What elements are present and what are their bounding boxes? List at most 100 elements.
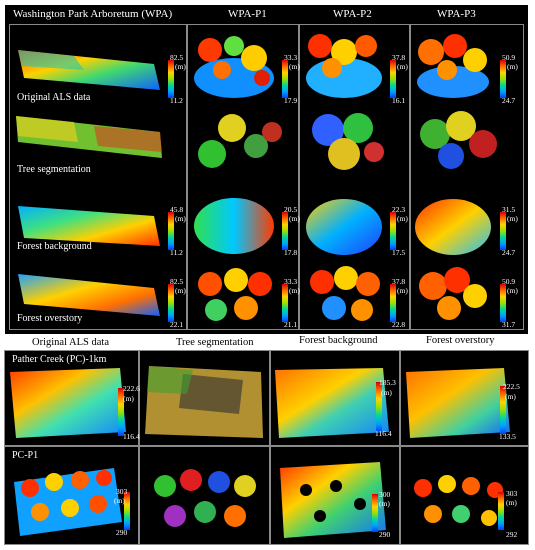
colorbar-max: 37.8	[392, 277, 405, 286]
colorbar-max: 303	[506, 489, 517, 498]
colorbar-min: 11.2	[170, 96, 183, 105]
p3-colorbar	[500, 60, 506, 98]
colorbar-min: 290	[379, 530, 390, 539]
p2-colorbar	[390, 60, 396, 98]
wpa-row-label-background: Forest background	[17, 241, 92, 252]
p3-colorbar	[500, 212, 506, 250]
wpa-row-label-original: Original ALS data	[17, 92, 90, 103]
p1-colorbar	[282, 60, 288, 98]
colorbar-min: 116.4	[375, 429, 392, 438]
colorbar-max: 303	[116, 487, 127, 496]
colorbar-min: 17.8	[284, 248, 297, 257]
pc-header-segmentation: Tree segmentation	[176, 337, 253, 348]
colorbar-unit: (m)	[175, 214, 186, 223]
pc-overstory-terrain	[404, 366, 514, 442]
wpa-p3-segmentation	[413, 108, 503, 174]
wpa-header-p2: WPA-P2	[333, 8, 372, 20]
colorbar-min: 17.9	[284, 96, 297, 105]
wpa-p1-background	[192, 194, 278, 258]
pc-header-overstory: Forest overstory	[426, 335, 495, 346]
wpa-segmentation-terrain	[14, 112, 164, 162]
colorbar-min: 292	[506, 530, 517, 539]
colorbar-max: 185.3	[379, 378, 396, 387]
pc-row-label-1km: Pather Creek (PC)-1km	[12, 354, 106, 365]
wpa-colorbar	[168, 212, 174, 250]
colorbar-unit: (m)	[289, 214, 300, 223]
wpa-p2-als	[304, 32, 384, 100]
wpa-col-divider-3	[409, 24, 411, 330]
pc-header-original: Original ALS data	[32, 337, 109, 348]
colorbar-min: 24.7	[502, 248, 515, 257]
pc-p1-background-colorbar	[372, 494, 378, 532]
colorbar-max: 31.5	[502, 205, 515, 214]
pc-row-divider	[4, 445, 529, 447]
colorbar-max: 222.5	[503, 382, 520, 391]
colorbar-max: 37.8	[392, 53, 405, 62]
colorbar-max: 222.6	[123, 384, 140, 393]
colorbar-max: 82.5	[170, 277, 183, 286]
colorbar-min: 133.5	[499, 432, 516, 441]
wpa-row-label-segmentation: Tree segmentation	[17, 164, 91, 175]
wpa-p1-als	[192, 32, 278, 100]
colorbar-unit: (m)	[123, 394, 134, 403]
colorbar-unit: (m)	[114, 496, 125, 505]
wpa-p1-overstory	[192, 262, 282, 328]
colorbar-unit: (m)	[397, 62, 408, 71]
wpa-header-p1: WPA-P1	[228, 8, 267, 20]
pc-header-background: Forest background	[299, 335, 377, 346]
p2-colorbar	[390, 212, 396, 250]
p1-colorbar	[282, 284, 288, 322]
pc-p1-als	[10, 462, 126, 540]
p3-colorbar	[500, 284, 506, 322]
wpa-overstory-terrain	[14, 266, 164, 320]
colorbar-unit: (m)	[507, 286, 518, 295]
wpa-p1-segmentation	[192, 110, 288, 172]
colorbar-max: 82.5	[170, 53, 183, 62]
pc-row-label-p1: PC-P1	[12, 450, 38, 461]
colorbar-min: 31.7	[502, 320, 515, 329]
colorbar-unit: (m)	[175, 62, 186, 71]
p2-colorbar	[390, 284, 396, 322]
pc-col-divider-1	[138, 350, 140, 545]
colorbar-unit: (m)	[505, 392, 516, 401]
colorbar-max: 300	[379, 490, 390, 499]
pc-col-divider-3	[399, 350, 401, 545]
wpa-row-label-overstory: Forest overstory	[17, 313, 82, 324]
colorbar-max: 50.9	[502, 277, 515, 286]
p1-colorbar	[282, 212, 288, 250]
colorbar-unit: (m)	[397, 214, 408, 223]
colorbar-min: 16.1	[392, 96, 405, 105]
wpa-p3-background	[413, 196, 493, 258]
colorbar-unit: (m)	[381, 388, 392, 397]
colorbar-unit: (m)	[289, 286, 300, 295]
colorbar-unit: (m)	[379, 499, 390, 508]
colorbar-unit: (m)	[175, 286, 186, 295]
wpa-colorbar	[168, 284, 174, 322]
wpa-als-terrain	[14, 40, 164, 94]
pc-p1-overstory-colorbar	[498, 492, 504, 530]
pc-segmentation-terrain	[143, 364, 267, 442]
colorbar-unit: (m)	[507, 62, 518, 71]
wpa-p2-segmentation	[304, 108, 390, 174]
pc-als-terrain	[8, 366, 130, 442]
colorbar-unit: (m)	[506, 498, 517, 507]
colorbar-min: 11.2	[170, 248, 183, 257]
colorbar-min: 290	[116, 528, 127, 537]
colorbar-min: 116.4	[123, 432, 140, 441]
colorbar-max: 50.9	[502, 53, 515, 62]
wpa-p2-background	[304, 196, 384, 258]
wpa-col-divider-1	[186, 24, 188, 330]
colorbar-max: 33.3	[284, 53, 297, 62]
colorbar-max: 33.3	[284, 277, 297, 286]
wpa-p3-overstory	[413, 262, 493, 328]
colorbar-unit: (m)	[289, 62, 300, 71]
colorbar-min: 24.7	[502, 96, 515, 105]
wpa-header-p3: WPA-P3	[437, 8, 476, 20]
colorbar-max: 22.3	[392, 205, 405, 214]
pc-col-divider-2	[269, 350, 271, 545]
colorbar-min: 17.5	[392, 248, 405, 257]
colorbar-min: 21.1	[284, 320, 297, 329]
wpa-p3-als	[413, 32, 493, 100]
colorbar-unit: (m)	[397, 286, 408, 295]
colorbar-unit: (m)	[507, 214, 518, 223]
